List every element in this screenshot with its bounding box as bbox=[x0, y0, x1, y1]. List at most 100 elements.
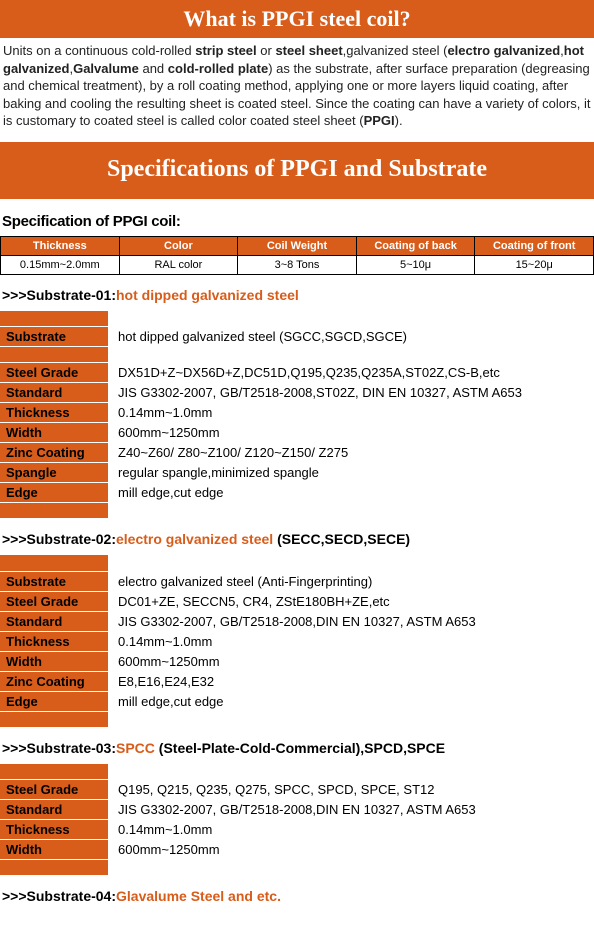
kv-val: regular spangle,minimized spangle bbox=[110, 463, 594, 483]
kv-key: Edge bbox=[0, 691, 110, 711]
kv-key: Thickness bbox=[0, 403, 110, 423]
table-row: Edgemill edge,cut edge bbox=[0, 691, 594, 711]
table-row: Width600mm~1250mm bbox=[0, 423, 594, 443]
blank-cell bbox=[0, 347, 110, 363]
table-row bbox=[0, 711, 594, 727]
blank-cell bbox=[110, 347, 594, 363]
th-color: Color bbox=[119, 236, 238, 255]
kv-key: Standard bbox=[0, 611, 110, 631]
blank-cell bbox=[110, 311, 594, 327]
kv-val: 0.14mm~1.0mm bbox=[110, 820, 594, 840]
td: 0.15mm~2.0mm bbox=[1, 255, 120, 274]
table-row bbox=[0, 764, 594, 780]
kv-val: 0.14mm~1.0mm bbox=[110, 631, 594, 651]
kv-val: DX51D+Z~DX56D+Z,DC51D,Q195,Q235,Q235A,ST… bbox=[110, 363, 594, 383]
kv-key: Thickness bbox=[0, 631, 110, 651]
th-weight: Coil Weight bbox=[238, 236, 357, 255]
kv-val: E8,E16,E24,E32 bbox=[110, 671, 594, 691]
table-row: StandardJIS G3302-2007, GB/T2518-2008,DI… bbox=[0, 800, 594, 820]
blank-cell bbox=[0, 764, 110, 780]
label-prefix: >>>Substrate-02: bbox=[2, 531, 116, 547]
substrate-01-table: Substratehot dipped galvanized steel (SG… bbox=[0, 311, 594, 520]
blank-cell bbox=[0, 860, 110, 876]
table-row bbox=[0, 503, 594, 519]
intro-text: Units on a continuous cold-rolled bbox=[3, 43, 195, 58]
blank-cell bbox=[0, 711, 110, 727]
blank-cell bbox=[0, 555, 110, 571]
intro-text: and bbox=[139, 61, 168, 76]
header-banner: What is PPGI steel coil? bbox=[0, 0, 594, 38]
table-row: Steel GradeDC01+ZE, SECCN5, CR4, ZStE180… bbox=[0, 591, 594, 611]
header-title: What is PPGI steel coil? bbox=[183, 6, 410, 31]
td: 3~8 Tons bbox=[238, 255, 357, 274]
kv-val: JIS G3302-2007, GB/T2518-2008,ST02Z, DIN… bbox=[110, 383, 594, 403]
intro-bold: Galvalume bbox=[73, 61, 139, 76]
kv-key: Standard bbox=[0, 800, 110, 820]
table-row: Thickness0.14mm~1.0mm bbox=[0, 820, 594, 840]
kv-key: Edge bbox=[0, 483, 110, 503]
th-thickness: Thickness bbox=[1, 236, 120, 255]
kv-val: Q195, Q215, Q235, Q275, SPCC, SPCD, SPCE… bbox=[110, 780, 594, 800]
table-row bbox=[0, 311, 594, 327]
label-highlight: SPCC bbox=[116, 740, 155, 756]
substrate-04-label: >>>Substrate-04:Glavalume Steel and etc. bbox=[0, 876, 594, 912]
th-front: Coating of front bbox=[475, 236, 594, 255]
table-row: Substrateelectro galvanized steel (Anti-… bbox=[0, 571, 594, 591]
kv-val: DC01+ZE, SECCN5, CR4, ZStE180BH+ZE,etc bbox=[110, 591, 594, 611]
label-suffix: (Steel-Plate-Cold-Commercial),SPCD,SPCE bbox=[155, 740, 445, 756]
spec-banner: Specifications of PPGI and Substrate bbox=[0, 140, 594, 201]
blank-cell bbox=[110, 764, 594, 780]
kv-key: Width bbox=[0, 423, 110, 443]
kv-key: Substrate bbox=[0, 571, 110, 591]
table-row: Edgemill edge,cut edge bbox=[0, 483, 594, 503]
table-row: Spangleregular spangle,minimized spangle bbox=[0, 463, 594, 483]
td: 5~10μ bbox=[356, 255, 475, 274]
table-header-row: Thickness Color Coil Weight Coating of b… bbox=[1, 236, 594, 255]
kv-val: hot dipped galvanized steel (SGCC,SGCD,S… bbox=[110, 327, 594, 347]
intro-bold: electro galvanized bbox=[447, 43, 560, 58]
table-row: Zinc CoatingE8,E16,E24,E32 bbox=[0, 671, 594, 691]
kv-key: Spangle bbox=[0, 463, 110, 483]
kv-val: electro galvanized steel (Anti-Fingerpri… bbox=[110, 571, 594, 591]
kv-val: JIS G3302-2007, GB/T2518-2008,DIN EN 103… bbox=[110, 800, 594, 820]
blank-cell bbox=[110, 860, 594, 876]
intro-text: ,galvanized steel ( bbox=[343, 43, 448, 58]
kv-val: mill edge,cut edge bbox=[110, 483, 594, 503]
kv-val: 600mm~1250mm bbox=[110, 651, 594, 671]
table-row bbox=[0, 860, 594, 876]
table-row: Substratehot dipped galvanized steel (SG… bbox=[0, 327, 594, 347]
blank-cell bbox=[110, 555, 594, 571]
table-row: Thickness0.14mm~1.0mm bbox=[0, 631, 594, 651]
intro-text: ). bbox=[395, 113, 403, 128]
kv-key: Zinc Coating bbox=[0, 443, 110, 463]
blank-cell bbox=[110, 503, 594, 519]
substrate-02-table: Substrateelectro galvanized steel (Anti-… bbox=[0, 555, 594, 728]
kv-key: Substrate bbox=[0, 327, 110, 347]
kv-key: Steel Grade bbox=[0, 363, 110, 383]
table-row: Steel GradeDX51D+Z~DX56D+Z,DC51D,Q195,Q2… bbox=[0, 363, 594, 383]
label-suffix: (SECC,SECD,SECE) bbox=[273, 531, 410, 547]
kv-key: Standard bbox=[0, 383, 110, 403]
table-row bbox=[0, 347, 594, 363]
label-prefix: >>>Substrate-04: bbox=[2, 888, 116, 904]
label-highlight: electro galvanized steel bbox=[116, 531, 273, 547]
label-highlight: Glavalume Steel and etc. bbox=[116, 888, 281, 904]
blank-cell bbox=[110, 711, 594, 727]
label-highlight: hot dipped galvanized steel bbox=[116, 287, 299, 303]
table-row: Steel GradeQ195, Q215, Q235, Q275, SPCC,… bbox=[0, 780, 594, 800]
kv-val: JIS G3302-2007, GB/T2518-2008,DIN EN 103… bbox=[110, 611, 594, 631]
kv-val: mill edge,cut edge bbox=[110, 691, 594, 711]
kv-val: Z40~Z60/ Z80~Z100/ Z120~Z150/ Z275 bbox=[110, 443, 594, 463]
intro-bold: steel sheet bbox=[275, 43, 342, 58]
intro-text: or bbox=[257, 43, 276, 58]
blank-cell bbox=[0, 503, 110, 519]
td: RAL color bbox=[119, 255, 238, 274]
substrate-03-table: Steel GradeQ195, Q215, Q235, Q275, SPCC,… bbox=[0, 764, 594, 877]
kv-val: 600mm~1250mm bbox=[110, 423, 594, 443]
intro-bold: PPGI bbox=[364, 113, 395, 128]
kv-key: Width bbox=[0, 840, 110, 860]
table-row: Width600mm~1250mm bbox=[0, 651, 594, 671]
table-row: Thickness0.14mm~1.0mm bbox=[0, 403, 594, 423]
substrate-02-label: >>>Substrate-02:electro galvanized steel… bbox=[0, 519, 594, 555]
th-back: Coating of back bbox=[356, 236, 475, 255]
